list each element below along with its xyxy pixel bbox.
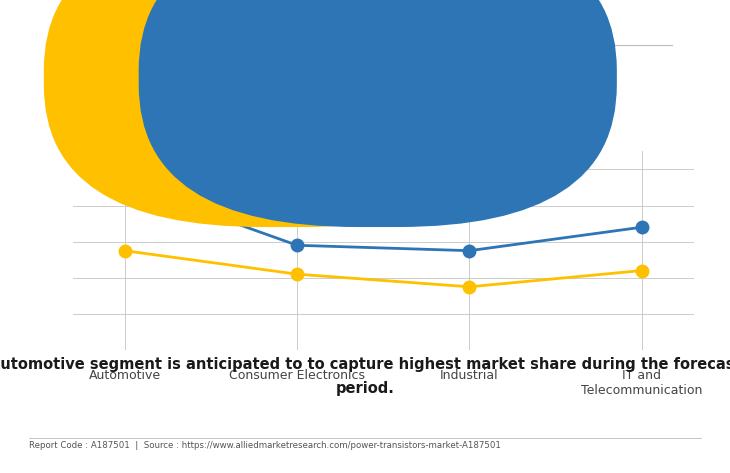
- Text: Report Code : A187501  |  Source : https://www.alliedmarketresearch.com/power-tr: Report Code : A187501 | Source : https:/…: [29, 441, 501, 450]
- Text: POWER TRANSISTORS MARKET: POWER TRANSISTORS MARKET: [209, 12, 521, 30]
- Text: Automotive segment is anticipated to to capture highest market share during the : Automotive segment is anticipated to to …: [0, 357, 730, 372]
- Text: 2032: 2032: [403, 70, 434, 83]
- Text: BY APPLICATION: BY APPLICATION: [301, 51, 429, 65]
- Text: 2022: 2022: [308, 70, 339, 83]
- Text: period.: period.: [336, 381, 394, 396]
